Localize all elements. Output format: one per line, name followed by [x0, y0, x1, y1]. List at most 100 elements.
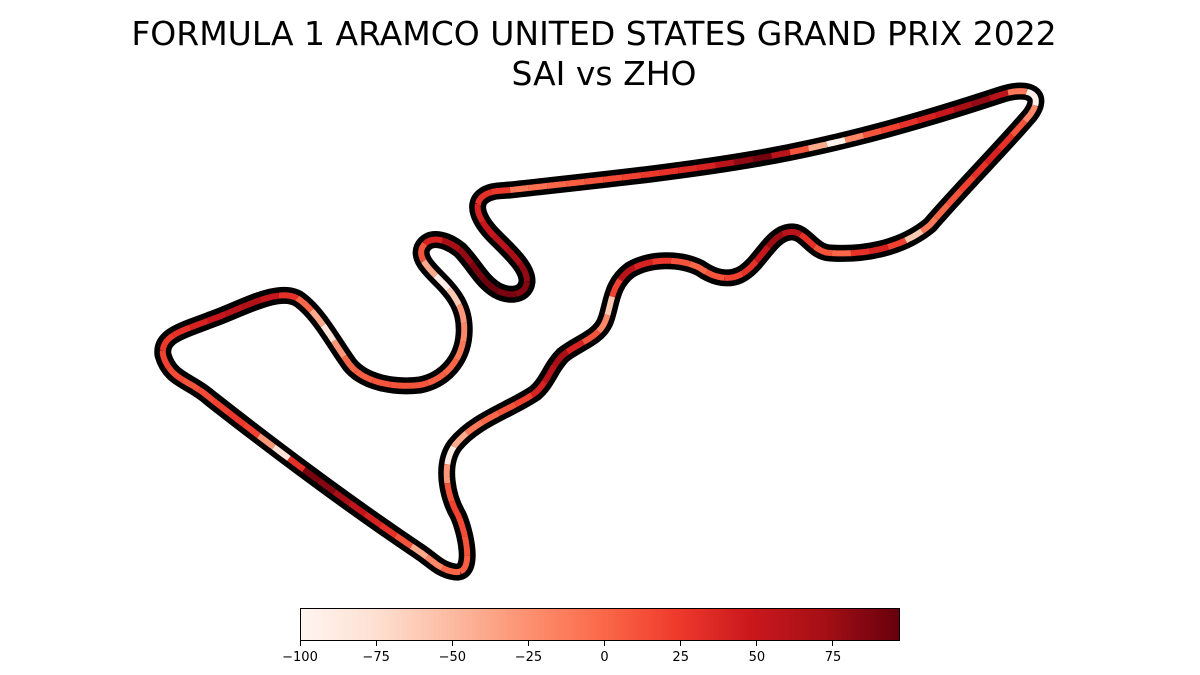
track-segment: [171, 324, 192, 338]
track-segment: [433, 273, 451, 292]
track-segment: [678, 164, 698, 174]
colorbar-tick-label: −50: [438, 650, 466, 665]
track-segment: [287, 455, 306, 473]
track-segment: [390, 381, 410, 389]
track-segment: [904, 228, 924, 244]
track-segment: [696, 162, 717, 171]
track-segment: [733, 156, 754, 166]
track-segment: [224, 303, 245, 317]
track-segment: [826, 137, 846, 148]
track-segment: [460, 322, 468, 343]
track-segment: [461, 536, 471, 556]
track-segment: [492, 234, 510, 252]
track-segment: [166, 365, 185, 383]
track-segment: [394, 533, 414, 549]
track-segment: [241, 421, 261, 439]
track-segment: [440, 565, 461, 576]
track-segment: [946, 188, 964, 207]
track-segment: [490, 187, 511, 196]
track-segment: [278, 292, 299, 301]
track-segment: [354, 368, 374, 383]
track-segment: [705, 269, 725, 281]
colorbar-tick-label: −100: [282, 650, 318, 665]
track-segment: [640, 169, 661, 179]
track-segment: [920, 216, 939, 234]
track-segment: [446, 287, 462, 307]
track-segment: [603, 174, 623, 183]
track-segment: [781, 228, 802, 238]
track-segment: [1009, 119, 1028, 138]
track-segment: [480, 276, 499, 294]
track-segment: [453, 341, 467, 361]
track-segment: [584, 176, 604, 185]
track-segment: [451, 430, 469, 449]
track-segment: [347, 500, 367, 517]
track-segment: [271, 444, 291, 461]
track-segment: [530, 380, 548, 398]
track-segment: [444, 445, 457, 465]
track-segment: [596, 314, 611, 334]
track-segment: [456, 517, 468, 538]
track-segment: [444, 482, 455, 503]
track-segment: [899, 117, 919, 129]
track-segment: [997, 133, 1015, 152]
track-segment: [581, 329, 601, 345]
track-segment: [1007, 88, 1028, 96]
colorbar-tick: [299, 641, 301, 646]
track-segment: [464, 419, 484, 436]
track-segment: [441, 237, 461, 252]
track-segment: [474, 203, 486, 224]
track-segment: [633, 259, 653, 271]
track-segment: [480, 410, 500, 425]
track-segment: [422, 236, 444, 247]
track-segment: [206, 311, 227, 324]
track-segment: [513, 392, 534, 408]
chart-title: FORMULA 1 ARAMCO UNITED STATES GRAND PRI…: [0, 14, 1200, 94]
track-segment: [565, 178, 586, 187]
track-segment: [469, 261, 486, 281]
track-segment: [241, 297, 262, 310]
track-segment: [363, 511, 383, 528]
track-segment: [424, 554, 444, 571]
track-segment: [958, 174, 977, 193]
track-segment: [442, 357, 460, 376]
track-segment: [320, 323, 337, 343]
track-segment: [497, 401, 517, 416]
track-segment: [752, 152, 773, 163]
track-segment: [212, 398, 231, 416]
track-segment: [256, 433, 276, 450]
track-segment: [259, 292, 280, 303]
track-segment: [341, 354, 359, 374]
track-segment: [604, 295, 616, 316]
track-segment: [807, 141, 828, 152]
track-segment: [770, 149, 791, 159]
chart-title-line-1: FORMULA 1 ARAMCO UNITED STATES GRAND PRI…: [131, 14, 1057, 53]
track-segment: [971, 160, 989, 179]
colorbar-tick-label: 50: [748, 650, 766, 665]
track-segment: [688, 261, 708, 275]
track-segment: [651, 257, 672, 265]
colorbar-tick: [680, 641, 682, 646]
track-segment: [984, 146, 1002, 165]
colorbar-tick: [604, 641, 606, 646]
colorbar-tick-label: 25: [672, 650, 689, 665]
track-segment: [753, 244, 771, 264]
track-segment: [426, 371, 447, 386]
track-segment: [371, 377, 392, 388]
track-segment: [331, 339, 347, 359]
track-segment: [971, 95, 991, 107]
track-segment: [517, 262, 530, 282]
track-segment: [715, 159, 735, 169]
track-segment: [724, 271, 744, 281]
track-segment: [457, 247, 474, 266]
track-segment: [789, 145, 810, 156]
track-segment: [812, 244, 833, 257]
track-segment: [456, 303, 467, 324]
track-segment: [551, 349, 569, 368]
track-segment: [844, 132, 865, 143]
chart-title-line-2: SAI vs ZHO: [511, 54, 697, 93]
track-segment: [332, 489, 352, 506]
track-segment: [1025, 88, 1039, 107]
colorbar-tick: [375, 641, 377, 646]
